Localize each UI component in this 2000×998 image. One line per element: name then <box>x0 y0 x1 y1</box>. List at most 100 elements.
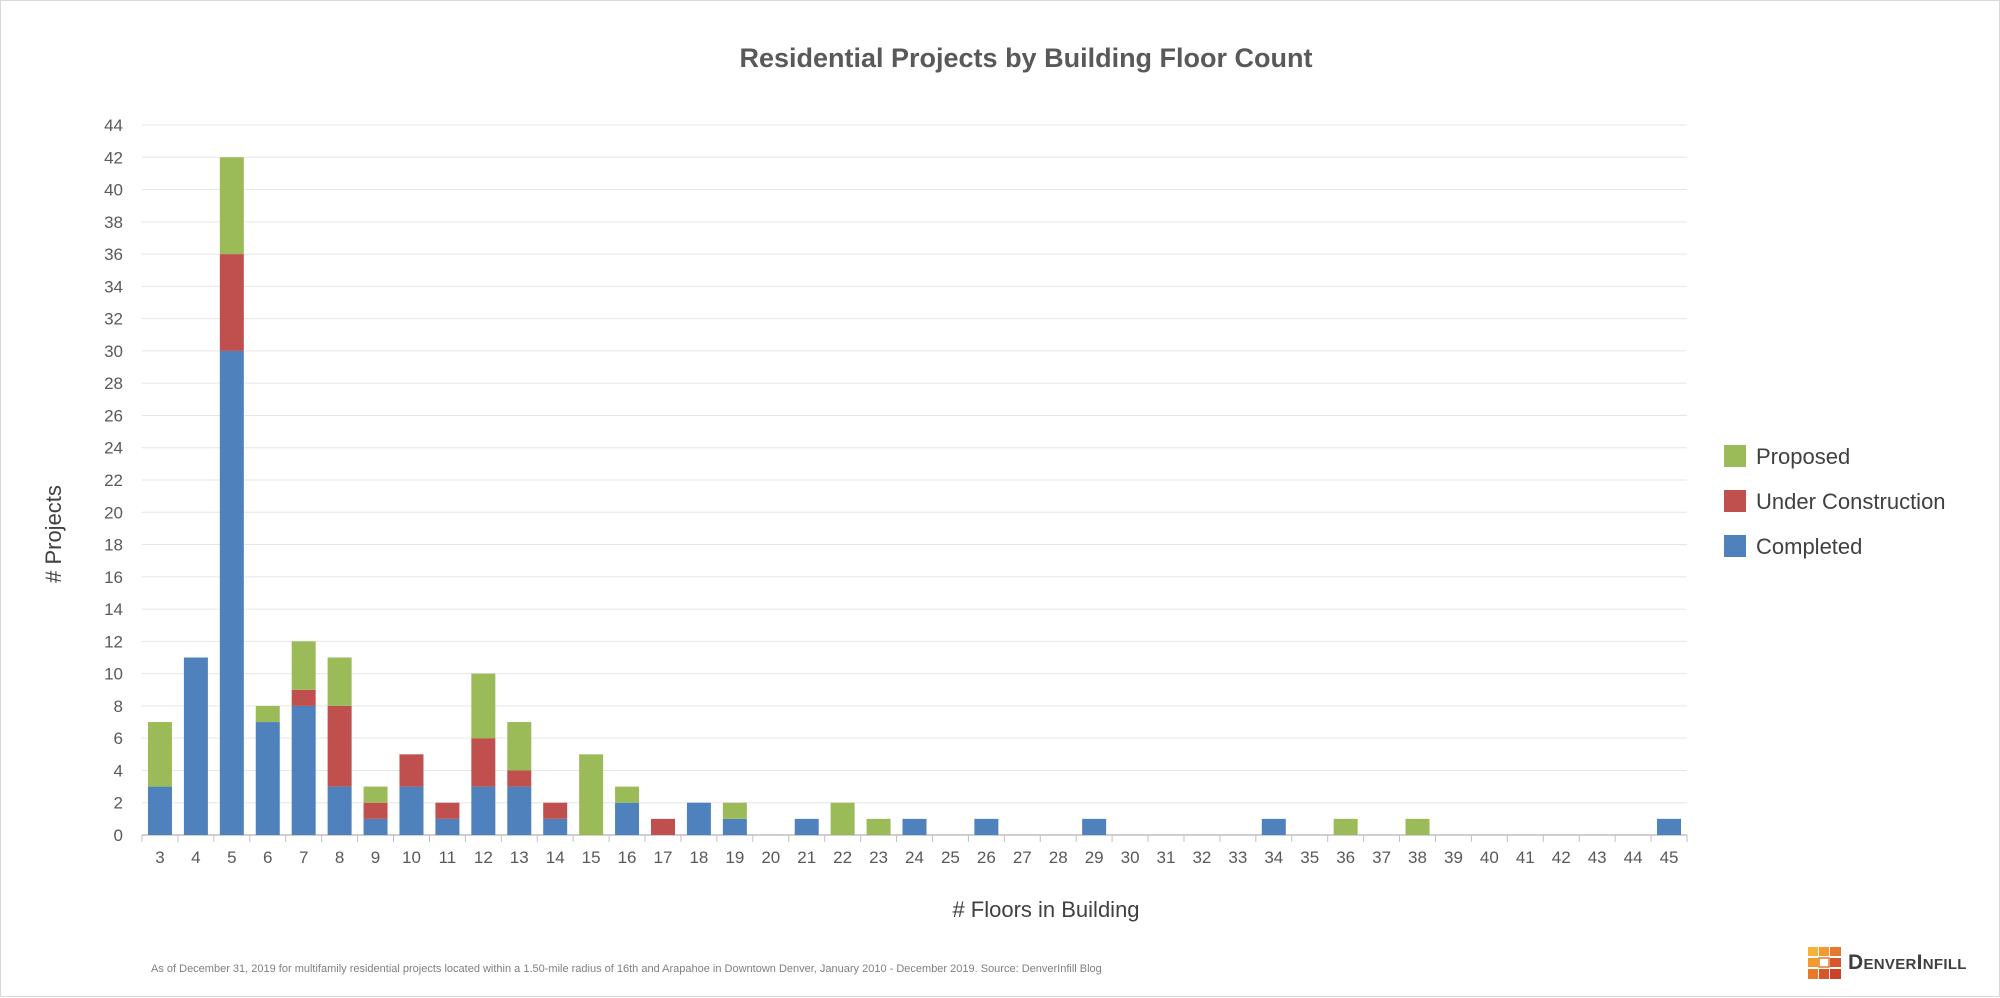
legend-label-proposed: Proposed <box>1756 444 1850 469</box>
y-tick-label: 14 <box>104 600 123 619</box>
bar-proposed-22 <box>830 802 855 835</box>
bar-under-construction-17 <box>650 818 675 835</box>
x-tick-label: 34 <box>1264 848 1283 867</box>
y-tick-label: 4 <box>114 761 123 780</box>
bar-under-construction-7 <box>291 689 316 706</box>
y-tick-label: 2 <box>114 794 123 813</box>
bar-completed-13 <box>507 786 532 835</box>
x-tick-label: 40 <box>1480 848 1499 867</box>
y-tick-label: 10 <box>104 665 123 684</box>
y-tick-label: 30 <box>104 342 123 361</box>
x-tick-label: 45 <box>1660 848 1679 867</box>
y-tick-label: 34 <box>104 277 123 296</box>
bar-proposed-5 <box>219 157 244 255</box>
bar-proposed-13 <box>507 722 532 771</box>
y-tick-label: 22 <box>104 471 123 490</box>
x-tick-label: 7 <box>299 848 308 867</box>
bar-completed-10 <box>399 786 424 835</box>
bar-completed-21 <box>794 818 819 835</box>
bar-under-construction-9 <box>363 802 388 819</box>
bar-completed-18 <box>686 802 711 835</box>
x-tick-label: 33 <box>1228 848 1247 867</box>
bar-proposed-6 <box>255 705 280 723</box>
x-tick-label: 41 <box>1516 848 1535 867</box>
bar-completed-26 <box>974 818 999 835</box>
legend-swatch-under-construction <box>1724 490 1746 512</box>
bar-completed-16 <box>615 802 640 835</box>
x-tick-label: 16 <box>618 848 637 867</box>
bar-completed-14 <box>543 818 568 835</box>
bar-proposed-19 <box>722 802 747 819</box>
bar-completed-7 <box>291 705 316 835</box>
bar-completed-6 <box>255 722 280 835</box>
bar-completed-29 <box>1082 818 1107 835</box>
bar-completed-24 <box>902 818 927 835</box>
bar-proposed-12 <box>471 673 496 739</box>
x-tick-label: 22 <box>833 848 852 867</box>
bar-completed-45 <box>1657 818 1682 835</box>
x-tick-label: 20 <box>761 848 780 867</box>
x-tick-label: 8 <box>335 848 344 867</box>
x-tick-label: 11 <box>439 848 457 867</box>
bars <box>147 157 1682 835</box>
legend-label-completed: Completed <box>1756 534 1862 559</box>
bar-completed-8 <box>327 786 352 835</box>
bar-proposed-8 <box>327 657 352 706</box>
x-tick-label: 44 <box>1624 848 1643 867</box>
brand: DenverInfill <box>1808 947 1967 979</box>
gridlines <box>142 124 1687 836</box>
bar-under-construction-13 <box>507 770 532 787</box>
y-tick-label: 40 <box>104 181 123 200</box>
x-tick-label: 35 <box>1300 848 1319 867</box>
y-tick-label: 32 <box>104 310 123 329</box>
y-tick-label: 6 <box>114 729 123 748</box>
y-tick-label: 8 <box>114 697 123 716</box>
y-tick-label: 18 <box>104 536 123 555</box>
bar-proposed-7 <box>291 641 316 690</box>
x-tick-label: 36 <box>1336 848 1355 867</box>
x-tick-label: 42 <box>1552 848 1571 867</box>
x-tick-label: 38 <box>1408 848 1427 867</box>
x-tick-label: 29 <box>1085 848 1104 867</box>
x-tick-label: 18 <box>689 848 708 867</box>
bar-under-construction-10 <box>399 754 424 787</box>
brand-name: DenverInfill <box>1848 951 1967 974</box>
x-tick-label: 5 <box>227 848 236 867</box>
y-tick-label: 0 <box>114 826 123 845</box>
x-tick-label: 32 <box>1192 848 1211 867</box>
x-tick-label: 14 <box>546 848 565 867</box>
bar-completed-3 <box>147 786 172 835</box>
y-tick-label: 44 <box>104 116 123 135</box>
bar-under-construction-5 <box>219 254 244 351</box>
x-tick-label: 31 <box>1157 848 1176 867</box>
bar-proposed-3 <box>147 722 172 787</box>
bar-proposed-38 <box>1405 818 1430 835</box>
bar-completed-5 <box>219 350 244 835</box>
x-tick-label: 12 <box>474 848 493 867</box>
x-tick-label: 3 <box>155 848 164 867</box>
x-tick-label: 6 <box>263 848 272 867</box>
legend-swatch-proposed <box>1724 445 1746 467</box>
y-tick-label: 24 <box>104 439 123 458</box>
x-tick-label: 37 <box>1372 848 1391 867</box>
bar-completed-34 <box>1261 818 1286 835</box>
x-tick-label: 15 <box>582 848 601 867</box>
x-tick-label: 39 <box>1444 848 1463 867</box>
y-axis-ticks: 0246810121416182022242628303234363840424… <box>104 116 123 845</box>
y-axis-label: # Projects <box>41 485 66 583</box>
bar-completed-4 <box>183 657 208 835</box>
bar-under-construction-8 <box>327 705 352 787</box>
x-tick-label: 13 <box>510 848 529 867</box>
bar-completed-11 <box>435 818 460 835</box>
x-tick-label: 10 <box>402 848 421 867</box>
bar-under-construction-12 <box>471 738 496 787</box>
x-tick-label: 30 <box>1121 848 1140 867</box>
y-tick-label: 26 <box>104 406 123 425</box>
y-tick-label: 36 <box>104 245 123 264</box>
x-tick-label: 26 <box>977 848 996 867</box>
bar-completed-12 <box>471 786 496 835</box>
x-tick-label: 4 <box>191 848 200 867</box>
bar-proposed-23 <box>866 818 891 835</box>
x-tick-label: 25 <box>941 848 960 867</box>
x-tick-label: 9 <box>371 848 380 867</box>
